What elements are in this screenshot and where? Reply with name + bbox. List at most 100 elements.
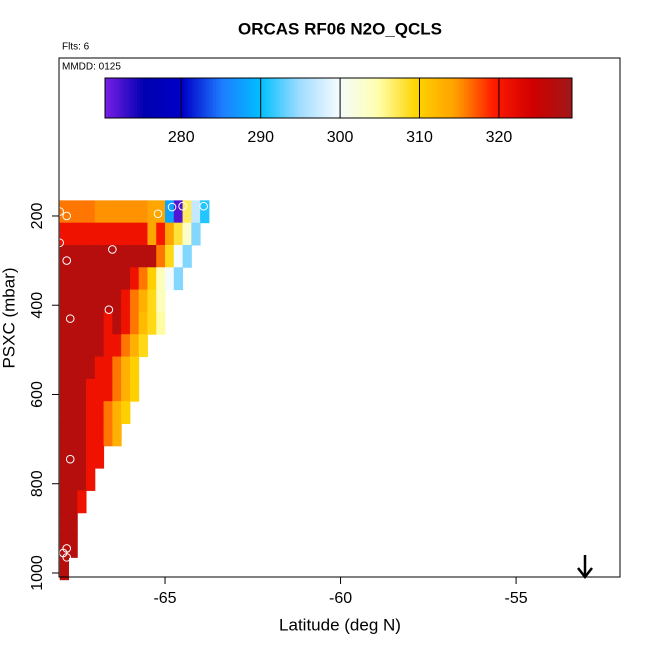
colorbar-tick-label: 320 [486, 129, 513, 146]
track-point [65, 314, 75, 323]
colorbar-slice [274, 78, 278, 118]
colorbar-slice [113, 78, 118, 118]
heat-cell [68, 535, 78, 558]
heat-cell [129, 222, 140, 246]
track-point [62, 256, 72, 265]
track-point [153, 209, 163, 219]
colorbar-slice [105, 78, 109, 118]
heat-cell [77, 468, 87, 491]
colorbar-slice [452, 78, 456, 118]
colorbar-slice [306, 78, 310, 118]
heat-cell [147, 244, 157, 268]
heat-cell [59, 378, 69, 402]
colorbar-slice [204, 78, 208, 118]
heat-cell [86, 222, 96, 246]
track-point [55, 207, 65, 216]
colorbar-slice [172, 78, 176, 118]
heat-cell [77, 356, 87, 380]
colorbar-slice [388, 78, 392, 118]
colorbar-slice [218, 78, 223, 118]
heat-cell [59, 512, 69, 536]
colorbar-slice [361, 78, 366, 118]
heat-cell [173, 267, 184, 291]
heat-cell [94, 423, 105, 447]
colorbar-slice [326, 78, 331, 118]
heatmap [55, 200, 210, 581]
heat-cell [77, 222, 87, 246]
heat-cell [138, 244, 148, 268]
colorbar-slice [423, 78, 427, 118]
colorbar-slice [428, 78, 433, 118]
heat-cell [112, 244, 122, 268]
heat-cell [112, 222, 122, 246]
heat-cell [77, 200, 87, 224]
heat-cell [200, 200, 210, 224]
track-point [65, 454, 75, 464]
heat-cell [103, 200, 113, 224]
heat-cell [86, 356, 96, 380]
colorbar-slice [531, 78, 535, 118]
colorbar-slice [221, 78, 226, 118]
colorbar-slice [283, 78, 287, 118]
heat-cell [68, 378, 78, 402]
colorbar-slice [315, 78, 319, 118]
heat-cell [103, 289, 113, 313]
heat-cell [59, 356, 69, 380]
colorbar-slice [393, 78, 398, 118]
colorbar-slice [291, 78, 296, 118]
heat-cell [77, 267, 87, 291]
heat-cell [165, 244, 175, 268]
colorbar-slice [248, 78, 252, 118]
colorbar-slice [353, 78, 357, 118]
colorbar-slice [169, 78, 173, 118]
colorbar-slice [504, 78, 509, 118]
heat-cell [147, 289, 157, 313]
y-tick-label: 400 [29, 292, 46, 319]
colorbar-slice [236, 78, 240, 118]
y-axis-label: PSXC (mbar) [0, 267, 18, 368]
heat-cell [103, 311, 113, 335]
colorbar-slice [370, 78, 375, 118]
heat-cell [94, 401, 105, 424]
colorbar-slice [175, 78, 179, 118]
heat-cell [129, 200, 140, 224]
track-point [104, 305, 114, 314]
colorbar-slice [367, 78, 372, 118]
colorbar-slice [458, 78, 462, 118]
colorbar-slice [411, 78, 415, 118]
heat-cell [86, 244, 96, 268]
heat-cell [86, 401, 96, 424]
heat-cell [156, 267, 166, 291]
colorbar-slice [140, 78, 144, 118]
colorbar-slice [312, 78, 316, 118]
heat-cell [59, 445, 69, 469]
colorbar-slice [499, 78, 503, 118]
colorbar-slice [145, 78, 150, 118]
heat-cell [68, 289, 78, 313]
colorbar-slice [379, 78, 383, 118]
x-tick-label: -65 [153, 590, 176, 607]
heat-cell [129, 267, 140, 291]
colorbar-slice [539, 78, 544, 118]
colorbar-slice [285, 78, 290, 118]
colorbar-slice [548, 78, 553, 118]
colorbar-slice [376, 78, 380, 118]
heat-cell [103, 222, 113, 246]
heat-cell [121, 378, 131, 402]
heat-cell [59, 468, 69, 491]
heat-cell [77, 401, 87, 424]
heat-cell [68, 267, 78, 291]
heat-cell [94, 222, 105, 246]
heat-cell [68, 401, 78, 424]
heat-cell [86, 200, 96, 224]
colorbar-slice [210, 78, 214, 118]
colorbar-slice [513, 78, 518, 118]
heat-cell [121, 311, 131, 335]
colorbar-slice [245, 78, 249, 118]
colorbar-slice [250, 78, 255, 118]
heat-cell [68, 512, 78, 536]
heat-cell [103, 401, 113, 424]
colorbar-slice [501, 78, 506, 118]
colorbar-slice [329, 78, 334, 118]
